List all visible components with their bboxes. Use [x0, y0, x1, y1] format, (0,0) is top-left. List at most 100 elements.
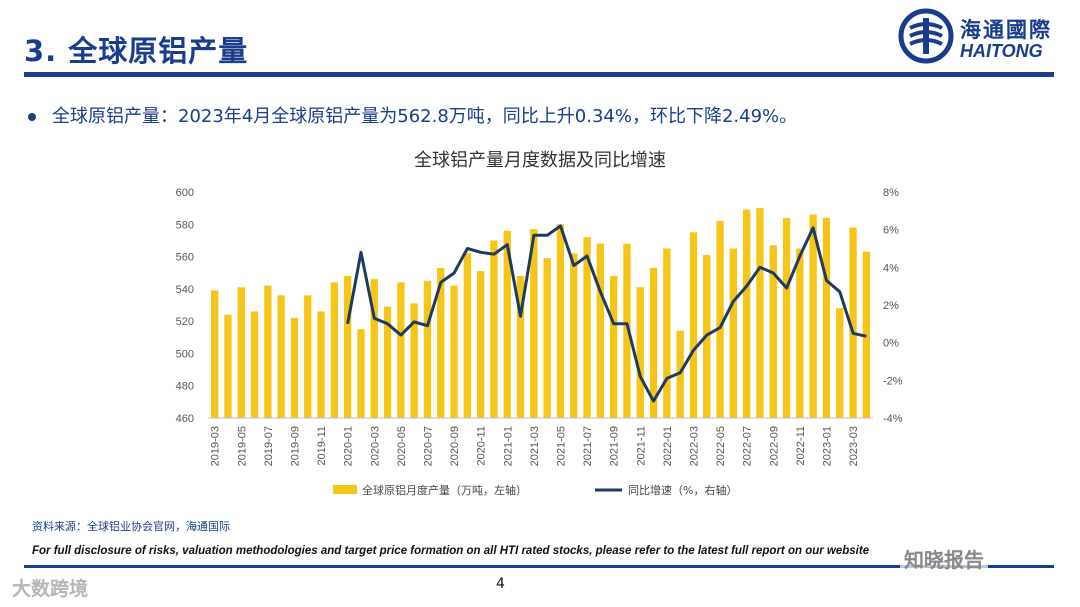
y-left-tick-label: 560	[176, 252, 194, 264]
bar	[237, 287, 245, 418]
bar	[264, 285, 272, 418]
bar	[663, 248, 671, 418]
bar	[543, 258, 551, 418]
y-left-tick-label: 520	[176, 316, 194, 328]
legend-bar-label: 全球原铝月度产量（万吨，左轴）	[362, 483, 527, 497]
bar	[729, 248, 738, 418]
chart-container: 全球铝产量月度数据及同比增速 460 480 500 520 540 560 580 600 -4…	[0, 140, 1080, 510]
x-tick-label: 2019-07	[263, 426, 275, 466]
x-tick-label: 2019-11	[316, 426, 328, 466]
bar	[370, 279, 378, 418]
x-tick-label: 2021-03	[529, 426, 541, 466]
summary-bullet: 全球原铝产量：2023年4月全球原铝产量为562.8万吨，同比上升0.34%，环…	[28, 102, 797, 128]
bar	[343, 275, 352, 418]
y-right-tick-label: -2%	[883, 375, 903, 387]
title-divider	[24, 72, 1054, 77]
bar	[796, 248, 804, 418]
bullet-dot-icon	[28, 113, 36, 121]
bar	[742, 209, 751, 418]
bar	[317, 311, 325, 418]
bar	[383, 306, 392, 418]
bar	[357, 329, 365, 418]
x-tick-label: 2020-11	[476, 426, 488, 466]
bar	[822, 217, 831, 418]
y-left-tick-label: 480	[176, 381, 194, 393]
bar	[649, 267, 658, 418]
logo-english-text: HAITONG	[960, 41, 1043, 61]
bar	[304, 295, 312, 418]
bar	[836, 308, 844, 418]
logo-emblem-icon	[898, 8, 954, 64]
logo-chinese-text: 海通國際	[960, 18, 1052, 42]
bar	[463, 253, 472, 418]
chart-title: 全球铝产量月度数据及同比增速	[414, 150, 666, 171]
x-tick-label: 2019-03	[210, 426, 222, 466]
y-left-tick-label: 580	[176, 219, 194, 231]
bar	[609, 275, 618, 418]
bar	[716, 221, 724, 418]
x-tick-label: 2019-09	[289, 426, 301, 466]
bar	[849, 227, 857, 418]
summary-text: 全球原铝产量：2023年4月全球原铝产量为562.8万吨，同比上升0.34%，环…	[52, 106, 798, 127]
bar	[756, 208, 764, 418]
x-tick-label: 2020-09	[449, 426, 461, 466]
x-tick-label: 2021-05	[555, 426, 567, 466]
bar	[450, 285, 458, 418]
y-left-tick-label: 540	[176, 284, 194, 296]
x-tick-label: 2022-03	[688, 426, 700, 466]
bar	[636, 287, 644, 418]
bar	[423, 280, 432, 418]
x-tick-label: 2020-03	[369, 426, 381, 466]
yoy-growth-line	[346, 224, 867, 403]
source-note: 资料来源：全球铝业协会官网，海通国际	[32, 520, 230, 533]
x-tick-label: 2023-01	[821, 426, 833, 466]
x-tick-label: 2021-07	[582, 426, 594, 466]
x-tick-label: 2022-05	[715, 426, 727, 466]
bar	[290, 317, 299, 418]
bar	[596, 243, 605, 418]
bar	[516, 275, 525, 418]
bar	[689, 232, 698, 418]
x-tick-label: 2022-07	[742, 426, 754, 466]
x-tick-label: 2022-01	[662, 426, 674, 466]
bar	[330, 282, 339, 418]
page-title: 3. 全球原铝产量	[24, 34, 249, 68]
bar	[476, 271, 485, 418]
bar	[277, 295, 285, 418]
y-right-tick-label: -4%	[883, 413, 903, 425]
x-tick-label: 2021-01	[502, 426, 514, 466]
disclaimer-text: For full disclosure of risks, valuation …	[32, 545, 870, 557]
legend-bar-swatch	[333, 485, 357, 494]
watermark-right: 知晓报告	[900, 544, 988, 573]
y-right-tick-label: 0%	[883, 338, 899, 350]
y-right-tick-label: 4%	[883, 262, 899, 274]
bar	[769, 245, 777, 418]
bar	[210, 290, 219, 418]
bar	[570, 253, 578, 418]
x-tick-label: 2020-07	[422, 426, 434, 466]
x-tick-label: 2023-03	[848, 426, 860, 466]
x-tick-label: 2020-05	[396, 426, 408, 466]
bar	[437, 267, 445, 418]
bar	[397, 282, 405, 418]
y-right-tick-label: 8%	[883, 187, 899, 199]
footer-divider	[24, 565, 1054, 568]
bar	[410, 303, 418, 418]
bar	[809, 214, 817, 418]
x-tick-label: 2021-09	[609, 426, 621, 466]
watermark-left: 大数跨境	[12, 578, 89, 600]
bar	[224, 314, 232, 418]
x-tick-label: 2021-11	[635, 426, 647, 466]
bar	[583, 237, 591, 418]
bar	[623, 243, 631, 418]
legend-line-label: 同比增速（%，右轴）	[628, 483, 737, 497]
y-right-tick-label: 2%	[883, 300, 899, 312]
y-left-tick-label: 460	[176, 413, 194, 425]
x-tick-label: 2022-11	[795, 426, 807, 466]
y-right-tick-label: 6%	[883, 225, 899, 237]
y-left-tick-label: 500	[176, 348, 194, 360]
bar	[250, 311, 259, 418]
bar	[782, 217, 791, 418]
x-tick-label: 2022-09	[768, 426, 780, 466]
bar	[503, 230, 511, 418]
